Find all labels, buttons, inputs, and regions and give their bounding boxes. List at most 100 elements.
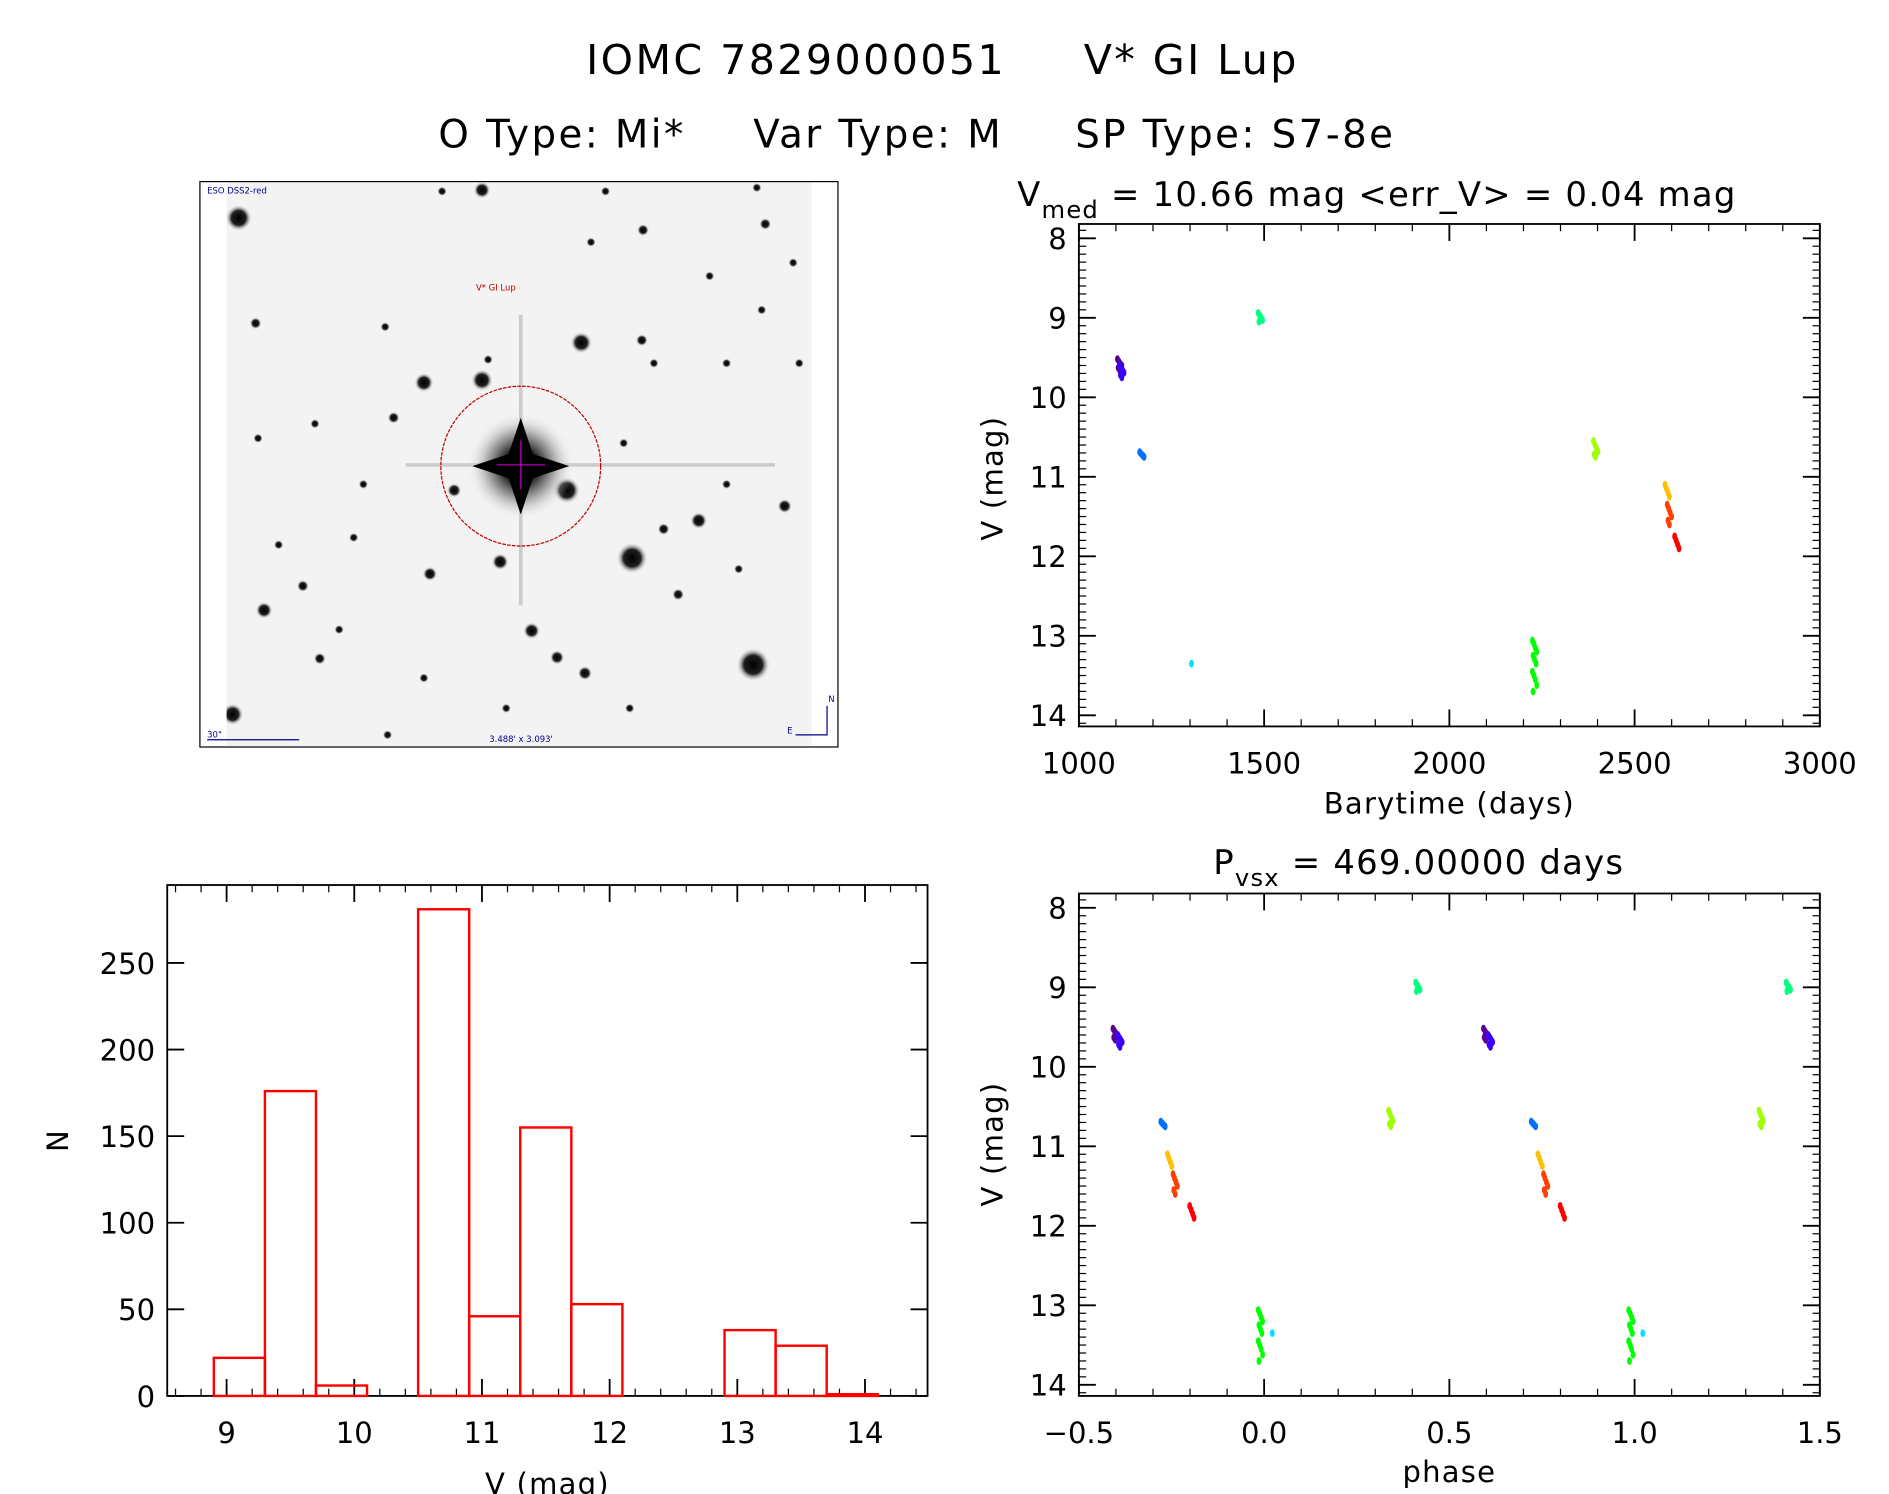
y-tick-label: 0 [137, 1380, 155, 1414]
star [226, 703, 244, 726]
data-point [1169, 1162, 1175, 1171]
data-point [1413, 987, 1419, 996]
y-tick-label: 12 [1030, 540, 1067, 574]
y-tick-label: 8 [1048, 222, 1066, 256]
data-point [1174, 1182, 1180, 1190]
histogram-bar [314, 1384, 369, 1398]
y-tick-label: 50 [118, 1293, 155, 1327]
data-point [1189, 659, 1194, 668]
data-point [1533, 1122, 1539, 1131]
scale-bar-label: 30" [207, 729, 222, 739]
data-point [1260, 1350, 1266, 1359]
data-point [1141, 453, 1147, 461]
star [387, 411, 400, 424]
y-tick-label: 14 [1030, 1369, 1067, 1403]
data-point [1417, 985, 1423, 994]
data-point [1260, 316, 1266, 325]
title-rest: = 10.66 mag <err_V> = 0.04 mag [1099, 175, 1737, 214]
histogram-bar [263, 1089, 318, 1398]
y-tick-label: 10 [1030, 381, 1067, 415]
compass-east-label: E [787, 726, 792, 736]
star [636, 223, 650, 237]
histogram-bar [825, 1392, 879, 1398]
y-tick-label: 13 [1030, 620, 1067, 654]
y-axis-label: V (mag) [976, 1082, 1010, 1207]
compass-north-label: N [828, 694, 834, 704]
data-point [1530, 687, 1536, 696]
star [226, 204, 252, 232]
histogram-bar [774, 1344, 828, 1398]
title-object-name: V* GI Lup [1084, 36, 1299, 84]
y-tick-label: 11 [1030, 461, 1067, 495]
data-point [1593, 453, 1599, 461]
star [380, 322, 391, 332]
star [253, 433, 263, 444]
star [736, 647, 771, 682]
star [501, 703, 512, 714]
target-label: V* GI Lup [476, 283, 516, 293]
star [310, 418, 320, 429]
x-tick-label: 11 [463, 1416, 500, 1450]
star [334, 624, 344, 635]
phase-plot-title: Pvsx = 469.00000 days [1213, 843, 1624, 892]
star [296, 579, 309, 593]
x-tick-label: 0.0 [1241, 1416, 1287, 1450]
star [704, 271, 715, 281]
y-tick-label: 14 [1030, 699, 1067, 733]
light-curve-plot: Vmed = 10.66 mag <err_V> = 0.04 mag Bary… [976, 175, 1857, 821]
x-tick-label: 12 [591, 1416, 628, 1450]
x-tick-label: 1500 [1227, 747, 1301, 781]
data-point [1488, 1043, 1493, 1051]
histogram-bar [467, 1315, 522, 1398]
data-point [1630, 1350, 1636, 1359]
y-tick-label: 150 [100, 1120, 155, 1154]
star [756, 305, 767, 315]
x-tick-label: 1.0 [1611, 1416, 1657, 1450]
data-point [1256, 1357, 1262, 1365]
compass-arrows [795, 705, 828, 736]
data-point [1761, 1116, 1766, 1125]
data-point [1534, 647, 1540, 656]
data-point [1256, 317, 1262, 326]
star [358, 479, 369, 490]
y-tick-label: 9 [1048, 971, 1066, 1005]
data-point [1388, 1122, 1394, 1131]
data-point [1595, 447, 1601, 456]
y-tick-label: 8 [1048, 892, 1066, 926]
histogram-bar [416, 908, 471, 1398]
fov-label: 3.488' x 3.093' [489, 734, 553, 744]
y-tick-label: 200 [100, 1033, 155, 1067]
subtitle-otype: O Type: Mi* [438, 113, 685, 158]
x-axis-label: V (mag) [485, 1467, 610, 1494]
data-point [1162, 1122, 1168, 1131]
x-tick-label: 2000 [1412, 747, 1486, 781]
star [788, 257, 799, 268]
star [523, 622, 541, 640]
star [549, 650, 565, 665]
star [414, 372, 434, 393]
star [721, 358, 732, 369]
data-point [1119, 373, 1125, 382]
data-point [1117, 1043, 1123, 1051]
y-tick-label: 11 [1030, 1130, 1067, 1164]
star [249, 317, 262, 330]
star [577, 665, 593, 681]
data-point [1191, 1213, 1197, 1222]
plot-frame [166, 884, 929, 1397]
star [794, 358, 805, 369]
title-object-id: IOMC 7829000051 [586, 36, 1006, 84]
light-curve-title: Vmed = 10.66 mag <err_V> = 0.04 mag [1017, 175, 1736, 224]
sky-image: ESO DSS2-red V* GI Lup 30" 3.488' x 3.09… [199, 180, 839, 748]
y-tick-label: 250 [100, 947, 155, 981]
star [419, 673, 429, 683]
data-point [1539, 1162, 1545, 1171]
y-tick-label: 12 [1030, 1210, 1067, 1244]
y-tick-label: 13 [1030, 1289, 1067, 1323]
star [751, 182, 762, 193]
title-sub: vsx [1235, 864, 1280, 892]
star [313, 652, 326, 665]
data-point [1629, 1329, 1635, 1338]
data-point [1669, 512, 1675, 521]
sky-image-border [199, 180, 839, 748]
